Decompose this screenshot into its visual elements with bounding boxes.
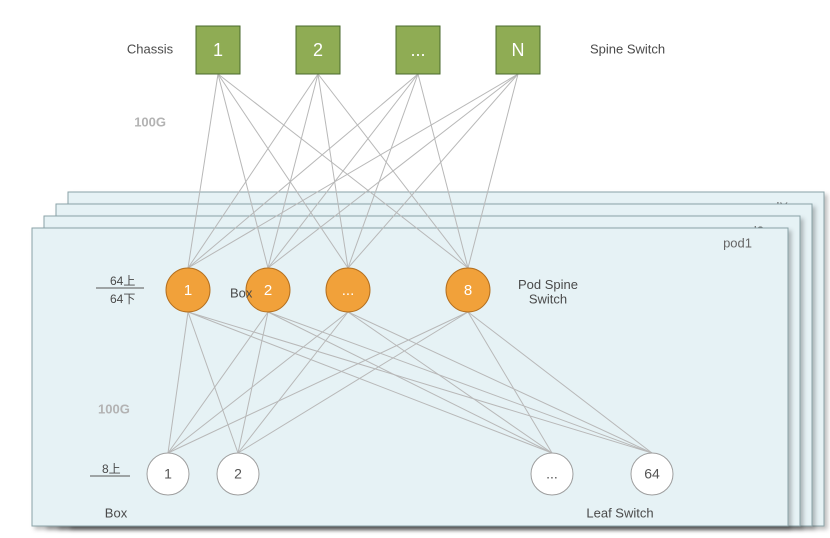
leaf-node-label: 2 bbox=[234, 466, 242, 482]
spine-node-label: N bbox=[512, 40, 525, 60]
podspine-ratio-top: 64上 bbox=[110, 274, 135, 288]
leaf-link-speed: 100G bbox=[98, 401, 130, 416]
chassis-label: Chassis bbox=[127, 41, 174, 56]
podspine-box-label: Box bbox=[230, 285, 253, 300]
leaf-node-label: 1 bbox=[164, 466, 172, 482]
pod-spine-node-label: 2 bbox=[264, 282, 272, 299]
spine-node-label: 1 bbox=[213, 40, 223, 60]
network-diagram: podX...pod2pod112...NChassisSpine Switch… bbox=[0, 0, 830, 538]
pod-panel-front bbox=[32, 228, 788, 526]
pod-label-front: pod1 bbox=[723, 235, 752, 250]
pod-spine-node-label: 8 bbox=[464, 282, 472, 299]
spine-link-speed: 100G bbox=[134, 114, 166, 129]
spine-switch-label: Spine Switch bbox=[590, 41, 665, 56]
leaf-node-label: ... bbox=[546, 466, 558, 482]
pod-spine-node-label: 1 bbox=[184, 282, 192, 299]
spine-node-label: ... bbox=[410, 40, 425, 60]
podspine-ratio-bot: 64下 bbox=[110, 292, 135, 306]
pod-spine-node-label: ... bbox=[342, 282, 355, 299]
leaf-box-label: Box bbox=[105, 505, 128, 520]
spine-node-label: 2 bbox=[313, 40, 323, 60]
leaf-ratio: 8上 bbox=[102, 462, 121, 476]
leaf-node-label: 64 bbox=[644, 466, 660, 482]
leaf-right-label: Leaf Switch bbox=[586, 505, 653, 520]
